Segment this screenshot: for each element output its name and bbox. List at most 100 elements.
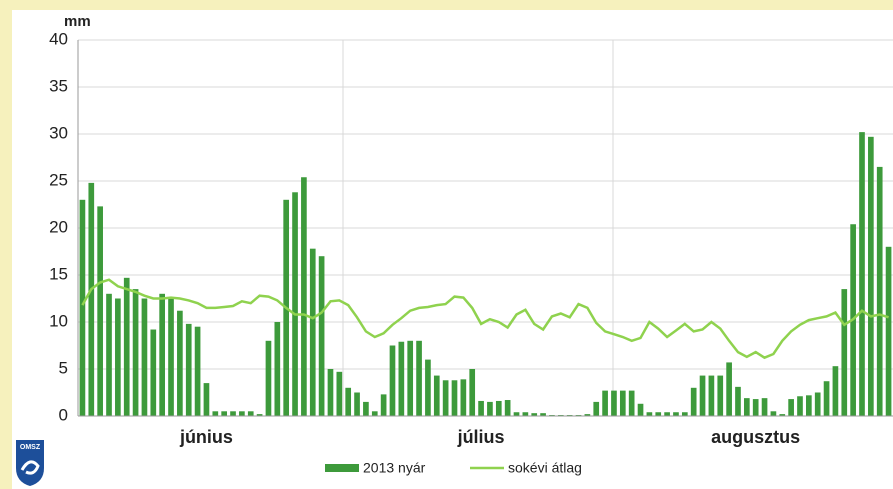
bar (761, 398, 768, 416)
bar (885, 246, 892, 416)
bar (593, 401, 600, 416)
bar (159, 293, 165, 416)
x-tick-label: augusztus (711, 427, 800, 447)
legend-label: sokévi átlag (508, 460, 582, 476)
y-tick-label: 20 (49, 217, 68, 236)
bar (239, 411, 245, 416)
bar (797, 396, 803, 416)
bar (168, 298, 174, 416)
bar (398, 341, 405, 416)
bar (123, 277, 130, 416)
bar (301, 177, 307, 416)
bar (451, 380, 458, 416)
legend-swatch (325, 464, 359, 472)
logo-text: OMSZ (20, 444, 41, 451)
y-tick-label: 40 (49, 29, 68, 48)
bar (327, 369, 334, 416)
bar (513, 412, 520, 416)
line (81, 278, 889, 360)
bar (132, 289, 139, 416)
y-tick-label: 25 (49, 170, 68, 189)
bar (425, 359, 431, 416)
bar (256, 414, 263, 416)
chart-panel (12, 10, 893, 489)
bar (655, 412, 662, 416)
bar (354, 392, 360, 416)
bar (88, 182, 95, 416)
bar (876, 166, 883, 416)
bar (371, 411, 378, 416)
bar (487, 401, 493, 416)
y-axis-label: mm (64, 13, 91, 30)
bar (274, 322, 281, 416)
y-tick-label: 15 (49, 264, 68, 283)
bar (194, 326, 201, 416)
bar (522, 412, 529, 416)
bar (752, 399, 759, 416)
logo: OMSZ (16, 440, 44, 486)
y-tick-label: 30 (49, 123, 68, 142)
bar (265, 340, 272, 416)
bar (380, 394, 387, 416)
bar (407, 340, 414, 416)
bar (673, 412, 679, 416)
bar (177, 310, 183, 416)
bar (203, 383, 210, 416)
bar (336, 371, 343, 416)
bar (460, 379, 467, 416)
bar (469, 369, 476, 416)
bar (141, 298, 148, 416)
bar (97, 206, 103, 416)
bar (389, 345, 396, 416)
bar (540, 413, 546, 416)
legend-label: 2013 nyár (363, 460, 426, 476)
bar (363, 401, 369, 416)
bar (628, 390, 635, 416)
bar (699, 375, 706, 416)
bar (230, 411, 236, 416)
bar (433, 375, 440, 416)
bar (495, 400, 502, 416)
bar (416, 340, 422, 416)
bar (717, 375, 724, 416)
bar (611, 390, 617, 416)
bar (185, 323, 192, 416)
bar (806, 395, 812, 416)
bar (504, 400, 511, 416)
bar (708, 375, 715, 416)
bar (779, 414, 786, 416)
y-tick-label: 35 (49, 76, 68, 95)
bar (859, 132, 865, 416)
bar (814, 392, 821, 416)
bar (681, 412, 688, 416)
bar (690, 387, 697, 416)
bar (646, 412, 653, 416)
bar (531, 413, 538, 416)
bar (247, 411, 254, 416)
bar (292, 192, 298, 416)
bar (637, 403, 644, 416)
bar (106, 293, 112, 416)
bar (212, 411, 219, 416)
bar (115, 298, 121, 416)
bar (841, 289, 848, 416)
y-tick-label: 0 (59, 405, 68, 424)
logo-swirl (20, 460, 40, 475)
y-tick-label: 5 (59, 358, 68, 377)
bar (832, 366, 839, 416)
bar (221, 411, 228, 416)
bar (150, 329, 157, 416)
bar (788, 399, 794, 416)
bar (442, 380, 449, 416)
bar (584, 414, 591, 416)
bar (619, 390, 626, 416)
bar (823, 381, 830, 416)
bar (868, 136, 874, 416)
bar (664, 412, 670, 416)
bar (743, 398, 750, 416)
y-tick-label: 10 (49, 311, 68, 330)
bar (318, 256, 325, 416)
bar (79, 199, 86, 416)
x-tick-label: június (179, 427, 233, 447)
